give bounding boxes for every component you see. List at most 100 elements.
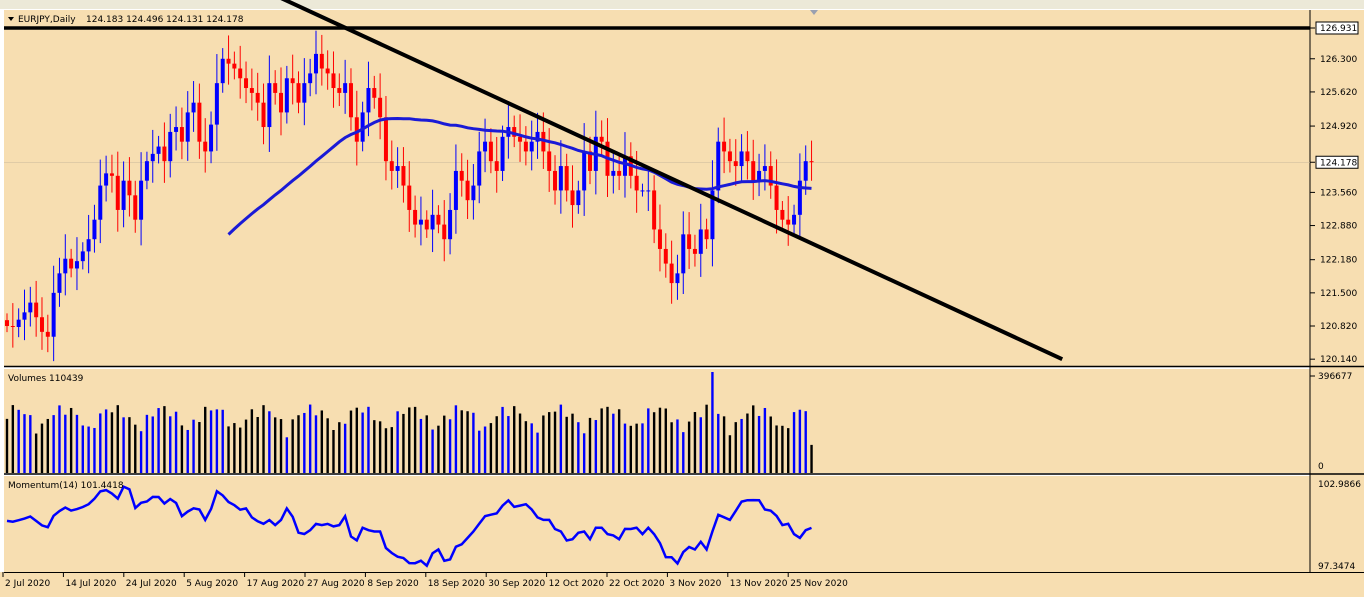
volume-bar [314, 415, 318, 473]
moving-average [227, 116, 812, 236]
volume-bar [209, 410, 213, 473]
y-tick-label: 126.931 [1320, 24, 1357, 34]
candle [209, 111, 214, 164]
candle [232, 51, 237, 80]
ma-line [227, 116, 812, 236]
candle [395, 147, 400, 188]
candle-body [244, 78, 249, 89]
candle [488, 128, 493, 174]
candle-body [308, 73, 313, 84]
volume-bar [717, 413, 720, 473]
candle-body [249, 88, 254, 93]
volume-bar [52, 415, 55, 473]
candle-body [553, 170, 558, 191]
volume-bar [151, 416, 154, 473]
volume-bar [437, 425, 440, 473]
candle [127, 157, 132, 217]
candle [739, 134, 744, 182]
candle-body [722, 141, 727, 152]
candle [308, 58, 313, 97]
candle-body [348, 83, 353, 118]
candle-body [150, 153, 155, 162]
candle-body [354, 117, 359, 142]
candle-body [698, 229, 703, 254]
candle-body [657, 229, 662, 249]
price-axis: 126.931 126.300 125.620 124.920 124.178 123.5… [1310, 21, 1359, 365]
momentum-line [6, 485, 812, 568]
volume-bar [5, 418, 9, 473]
volume-bar [757, 415, 761, 473]
volume-bar [431, 429, 434, 473]
candle [477, 131, 482, 204]
volume-bar [17, 409, 20, 473]
volume-bar [769, 416, 772, 473]
candle-body [127, 180, 132, 196]
candle [80, 242, 85, 270]
x-tick-label: 22 Oct 2020 [609, 579, 665, 589]
candle-body [762, 166, 767, 171]
candle-body [121, 180, 126, 210]
candle-body [313, 53, 318, 74]
volume-bar [163, 406, 166, 473]
candle [109, 154, 114, 193]
candle [809, 140, 814, 181]
candle [86, 214, 91, 274]
candle-body [226, 58, 231, 64]
candle-body [92, 219, 97, 240]
volume-bar [64, 414, 67, 473]
candle [74, 237, 79, 291]
candle-body [617, 170, 622, 176]
candle-body [197, 102, 202, 142]
candle [267, 55, 272, 152]
candle-body [144, 161, 149, 181]
shift-marker-icon[interactable] [810, 10, 818, 15]
candle [51, 265, 56, 362]
volume-bar [647, 408, 650, 473]
x-tick-label: 3 Nov 2020 [669, 579, 721, 589]
candle [553, 155, 558, 205]
candle [663, 233, 668, 278]
volume-bar [250, 409, 254, 473]
candle [669, 240, 674, 304]
candle-body [739, 151, 744, 167]
x-tick-label: 24 Jul 2020 [126, 579, 177, 589]
chart-menu-icon[interactable] [8, 17, 14, 21]
candle [92, 204, 97, 253]
volume-bar [116, 405, 119, 473]
candle [261, 83, 266, 145]
candle-body [488, 141, 493, 162]
candle [558, 140, 563, 214]
candle-body [325, 68, 330, 74]
volume-min-label: 0 [1318, 462, 1324, 472]
candle-body [687, 234, 692, 249]
trend-line[interactable] [275, 0, 1064, 361]
candle [494, 136, 499, 193]
volume-bar [273, 417, 277, 473]
volume-bar [361, 412, 364, 473]
candle-body [518, 136, 523, 142]
candle [104, 155, 109, 202]
volume-bar [483, 426, 487, 473]
candle-body [273, 83, 278, 93]
candle [413, 195, 418, 238]
volume-bar [145, 414, 149, 473]
candle-body [611, 170, 616, 176]
volume-pane [5, 372, 1315, 473]
volume-bar [378, 421, 382, 473]
candle-body [786, 219, 791, 225]
candle [722, 117, 727, 174]
y-tick-label: 122.180 [1320, 256, 1357, 266]
candle [401, 147, 406, 203]
candle-body [529, 141, 534, 152]
candle [588, 136, 592, 185]
volume-bar [582, 433, 586, 473]
volume-bar [268, 411, 271, 473]
volume-bar [262, 405, 265, 473]
candle [238, 45, 243, 99]
volume-bar [536, 432, 539, 473]
volume-bar [705, 404, 708, 473]
candle-body [564, 166, 569, 191]
candle-body [395, 166, 400, 171]
